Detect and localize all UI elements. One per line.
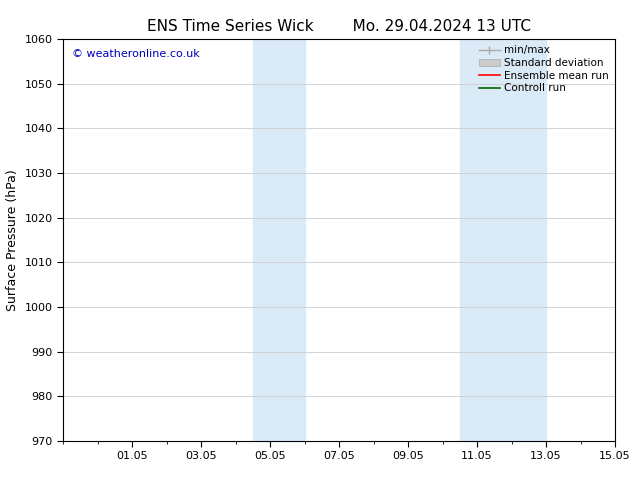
Bar <box>460 39 546 441</box>
Text: © weatheronline.co.uk: © weatheronline.co.uk <box>72 49 200 59</box>
Title: ENS Time Series Wick        Mo. 29.04.2024 13 UTC: ENS Time Series Wick Mo. 29.04.2024 13 U… <box>147 19 531 34</box>
Legend: min/max, Standard deviation, Ensemble mean run, Controll run: min/max, Standard deviation, Ensemble me… <box>476 42 612 97</box>
Y-axis label: Surface Pressure (hPa): Surface Pressure (hPa) <box>6 169 19 311</box>
Bar <box>253 39 305 441</box>
